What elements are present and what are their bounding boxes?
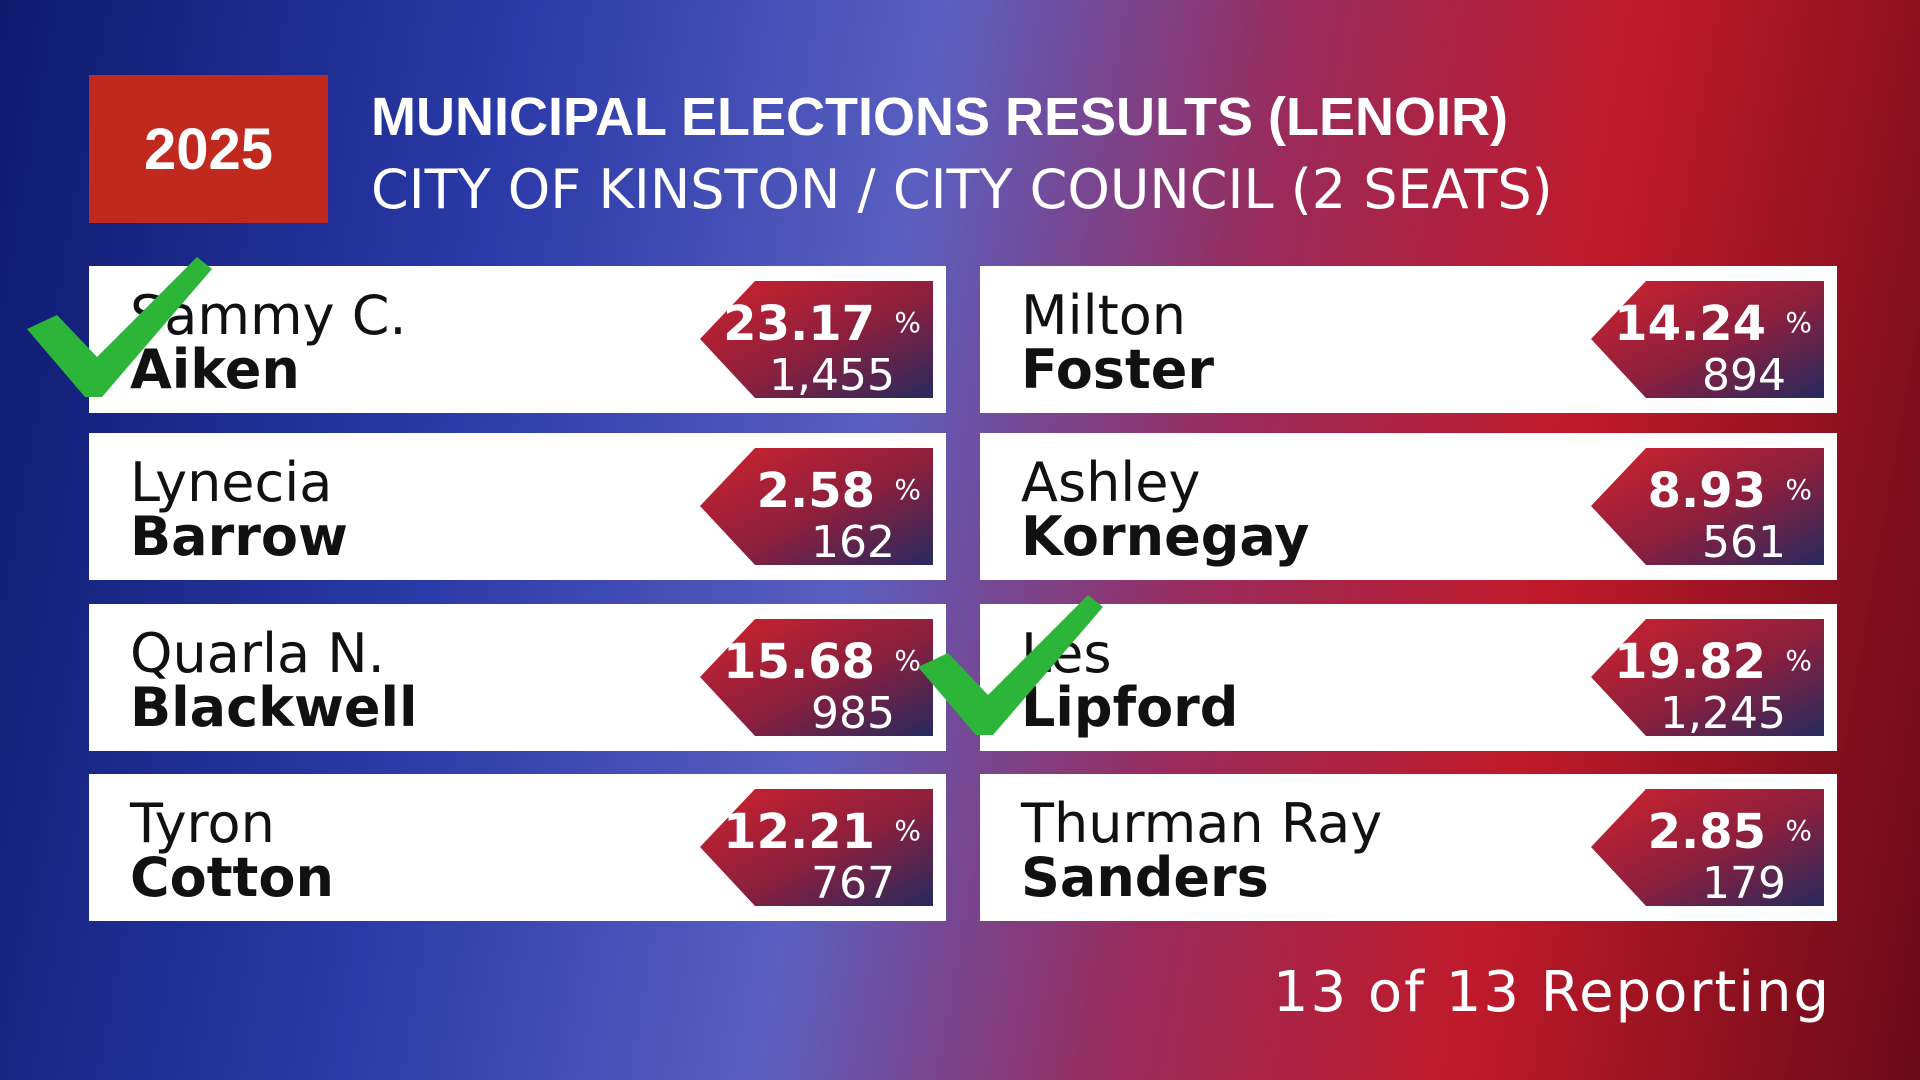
votes: 1,245 [1660,688,1786,739]
percent-sign: % [894,814,921,847]
badge-arrow [700,619,933,736]
first-name: Milton [1021,284,1187,347]
result-badge: 23.17% 1,455 [700,281,933,401]
badge-shape [700,281,933,398]
votes: 894 [1702,350,1786,401]
last-name: Lipford [1021,676,1239,739]
badge-arrow [1591,619,1824,736]
first-name: Ashley [1021,451,1201,514]
candidate-card: Quarla N. Blackwell 15.68% 985 [89,604,946,751]
votes: 985 [811,688,895,739]
percent-sign: % [1785,473,1812,506]
candidate-card: Les Lipford 19.82% 1,245 [918,595,1837,751]
percent: 14.24 [1614,296,1766,352]
first-name: Tyron [130,792,275,855]
check-shape [27,257,212,397]
result-badge: 2.58% 162 [700,448,933,568]
badge-shape [700,448,933,565]
percent-sign: % [894,644,921,677]
badge-shape [700,619,933,736]
badge-shape [1591,281,1824,398]
percent-sign: % [894,306,921,339]
last-name: Barrow [130,505,348,568]
percent: 15.68 [723,634,875,690]
votes: 767 [811,858,895,909]
result-badge: 2.85% 179 [1591,789,1824,909]
votes: 561 [1702,517,1786,568]
check-shape [918,595,1103,735]
result-badge: 14.24% 894 [1591,281,1824,401]
subtitle: CITY OF KINSTON / CITY COUNCIL (2 SEATS) [371,158,1553,221]
votes: 179 [1702,858,1786,909]
percent: 23.17 [723,296,875,352]
percent-sign: % [1785,814,1812,847]
last-name: Blackwell [130,676,418,739]
result-badge: 8.93% 561 [1591,448,1824,568]
year-box: 2025 [89,75,328,223]
votes: 1,455 [769,350,895,401]
percent: 19.82 [1614,634,1766,690]
last-name: Sanders [1021,846,1269,909]
badge-shape [700,789,933,906]
candidate-card: Sammy C. Aiken 23.17% 1,455 [27,257,946,413]
result-badge: 12.21% 767 [700,789,933,909]
badge-arrow [700,281,933,398]
winner-check [918,595,1103,735]
percent-sign: % [894,473,921,506]
percent: 2.85 [1647,804,1766,860]
last-name: Cotton [130,846,334,909]
badge-arrow [700,789,933,906]
last-name: Foster [1021,338,1215,401]
first-name: Thurman Ray [1021,792,1383,855]
first-name: Quarla N. [130,622,385,685]
candidate-card: Tyron Cotton 12.21% 767 [89,774,946,921]
percent-sign: % [1785,306,1812,339]
first-name: Lynecia [130,451,333,514]
candidate-card: Lynecia Barrow 2.58% 162 [89,433,946,580]
last-name: Aiken [130,338,300,401]
badge-arrow [1591,789,1824,906]
candidate-card: Thurman Ray Sanders 2.85% 179 [980,774,1837,921]
badge-shape [1591,789,1824,906]
votes: 162 [811,517,895,568]
title: MUNICIPAL ELECTIONS RESULTS (LENOIR) [371,87,1509,147]
result-badge: 15.68% 985 [700,619,933,739]
badge-arrow [1591,448,1824,565]
winner-check [27,257,212,397]
badge-arrow [1591,281,1824,398]
candidate-card: Milton Foster 14.24% 894 [980,266,1837,413]
badge-arrow [700,448,933,565]
percent: 2.58 [756,463,875,519]
percent: 8.93 [1647,463,1766,519]
badge-shape [1591,619,1824,736]
percent: 12.21 [723,804,875,860]
percent-sign: % [1785,644,1812,677]
result-badge: 19.82% 1,245 [1591,619,1824,739]
candidate-card: Ashley Kornegay 8.93% 561 [980,433,1837,580]
reporting: 13 of 13 Reporting [1272,960,1831,1025]
badge-shape [1591,448,1824,565]
last-name: Kornegay [1021,505,1310,568]
